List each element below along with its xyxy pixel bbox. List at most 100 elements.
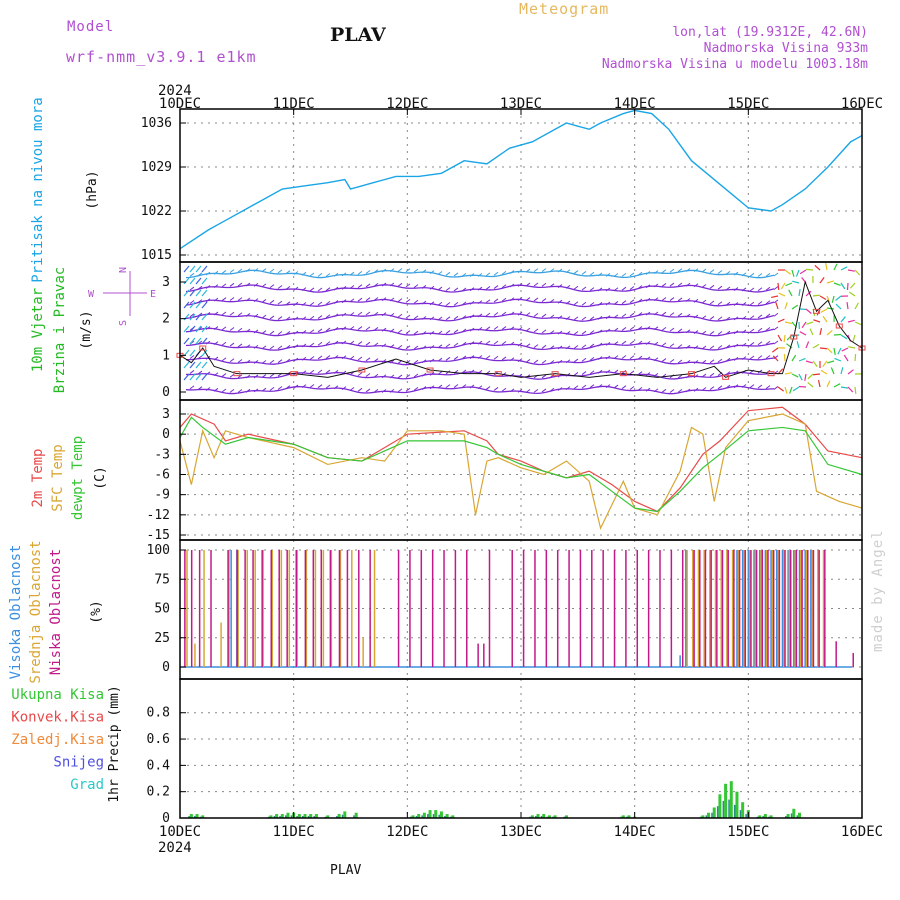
- wind-arrow: [229, 282, 235, 287]
- wind-axis-unit: (m/s): [79, 310, 94, 349]
- precip-bar: [337, 814, 341, 818]
- wind-arrow: [525, 297, 531, 301]
- wind-arrow: [621, 355, 627, 359]
- wind-arrow: [812, 373, 821, 376]
- wind-arrow: [437, 301, 443, 306]
- wind-arrow: [381, 359, 387, 363]
- wind-arrow: [195, 373, 202, 381]
- wind-arrow: [840, 367, 844, 375]
- wind-arrow: [477, 300, 483, 305]
- wind-arrow: [541, 360, 547, 364]
- wind-gust-marker: [835, 323, 843, 329]
- wind-arrow: [677, 388, 683, 393]
- wind-arrow: [848, 291, 856, 297]
- wind-arrow: [525, 343, 531, 348]
- wind-arrow: [461, 301, 467, 306]
- wind-arrow: [317, 287, 323, 292]
- wind-arrow: [429, 285, 435, 290]
- precip-bar-snow: [733, 804, 736, 818]
- wind-arrow: [613, 355, 619, 359]
- wind-arrow: [201, 301, 208, 309]
- wind-arrow: [245, 374, 251, 379]
- wind-arrow: [453, 329, 459, 334]
- wind-arrow: [501, 284, 507, 289]
- wind-arrow: [389, 359, 395, 364]
- wind-arrow: [788, 289, 793, 297]
- precip-bar: [354, 812, 358, 818]
- wind-arrow-row: [185, 298, 775, 308]
- product-title: Meteogram: [519, 0, 610, 18]
- wind-arrow: [373, 311, 379, 316]
- wind-arrow: [365, 357, 371, 362]
- wind-arrow: [253, 329, 259, 334]
- wind-arrow: [405, 345, 411, 350]
- wind-arrow: [741, 356, 747, 361]
- wind-arrow: [677, 328, 683, 333]
- wind-arrow: [817, 380, 821, 388]
- wind-arrow: [581, 344, 587, 349]
- wind-arrow: [605, 272, 611, 277]
- wind-arrow: [733, 316, 739, 321]
- wind-arrow: [733, 343, 739, 348]
- wind-arrow: [525, 282, 531, 287]
- wind-arrow: [597, 287, 603, 292]
- wind-arrow: [709, 269, 715, 274]
- wind-arrow: [677, 312, 683, 317]
- cloud-axis-title-2: Srednja Oblacnost: [28, 540, 44, 683]
- precip-bar: [451, 815, 455, 818]
- precip-legend-2: Zaledj.Kisa: [11, 732, 104, 748]
- wind-arrow: [189, 272, 195, 277]
- wind-gust-marker: [233, 371, 241, 377]
- wind-arrow: [685, 344, 691, 349]
- wind-arrow: [229, 311, 235, 316]
- wind-arrow: [785, 282, 793, 287]
- wind-arrow: [693, 387, 699, 392]
- precip-bar: [189, 814, 193, 818]
- wind-arrow: [213, 284, 219, 289]
- wind-arrow: [183, 373, 190, 381]
- wind-arrow: [365, 326, 371, 331]
- wind-arrow: [840, 334, 848, 340]
- wind-arrow: [397, 388, 403, 393]
- wind-arrow: [373, 342, 379, 347]
- wind-arrow: [461, 369, 467, 374]
- temp-tick-label: -15: [147, 528, 170, 543]
- wind-arrow-row: [185, 342, 775, 351]
- wind-arrow: [677, 297, 683, 302]
- wind-arrow: [741, 329, 747, 334]
- wind-arrow: [381, 268, 387, 273]
- wind-arrow: [621, 272, 627, 277]
- wind-arrow: [597, 315, 603, 320]
- precip-bar: [718, 794, 722, 818]
- precip-legend-1: Konvek.Kisa: [11, 710, 104, 726]
- wind-arrow: [477, 313, 483, 318]
- wind-arrow: [605, 369, 611, 374]
- wind-arrow: [341, 285, 347, 290]
- wind-arrow: [237, 282, 243, 287]
- wind-arrow-row: [185, 356, 775, 366]
- wind-arrow: [621, 340, 627, 345]
- wind-arrow: [799, 269, 807, 275]
- cloud-tick-label: 0: [162, 660, 170, 675]
- wind-arrow: [437, 271, 443, 275]
- wind-arrow: [189, 313, 196, 321]
- wind-arrow: [285, 285, 291, 290]
- wind-arrow: [421, 269, 427, 274]
- wind-arrow: [565, 359, 571, 364]
- pressure-tick-label: 1029: [141, 160, 172, 175]
- compass-north: N: [118, 267, 129, 273]
- wind-arrow: [229, 388, 235, 393]
- wind-arrow: [637, 298, 643, 303]
- cloud-tick-label: 75: [154, 572, 170, 587]
- wind-arrow: [693, 330, 699, 334]
- wind-arrow: [201, 289, 208, 297]
- wind-arrow: [293, 384, 299, 389]
- wind-arrow: [637, 386, 643, 391]
- wind-arrow: [285, 345, 291, 349]
- precip-bar: [434, 810, 438, 818]
- wind-arrow: [333, 340, 339, 345]
- wind-arrow: [557, 299, 563, 304]
- precip-bar-snow: [188, 816, 190, 818]
- temp-axis-unit: (C): [93, 466, 108, 489]
